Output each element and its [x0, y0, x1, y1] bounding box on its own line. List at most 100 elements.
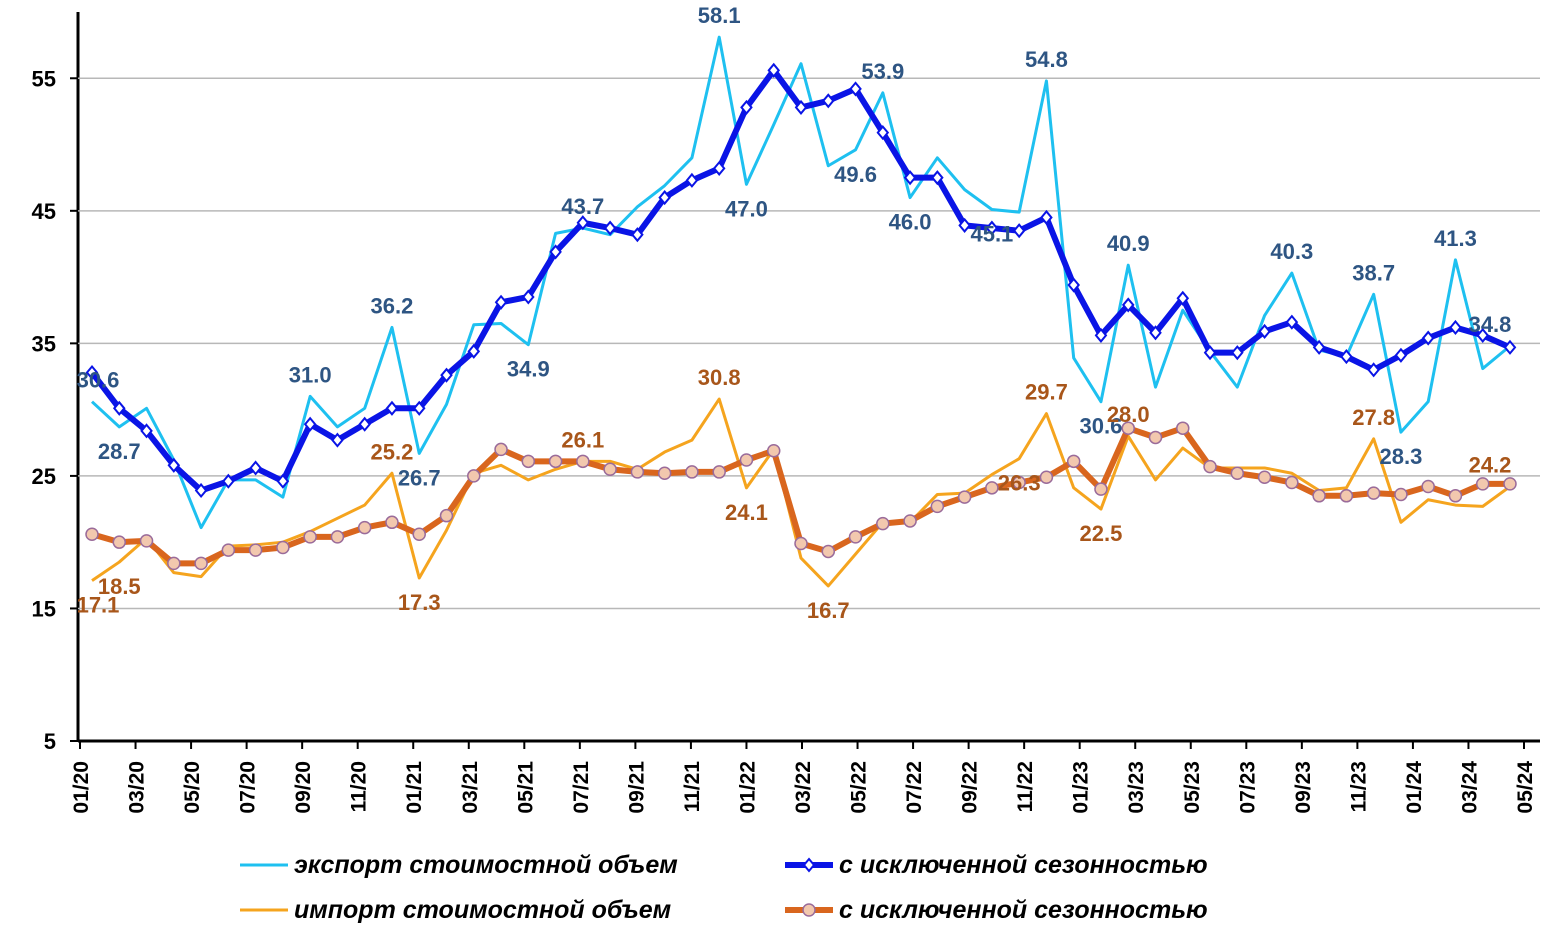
marker: [1448, 489, 1463, 503]
marker: [222, 473, 235, 489]
marker: [848, 530, 863, 544]
marker: [303, 530, 317, 544]
y-tick-label: 25: [32, 464, 56, 489]
x-tick-label: 01/21: [403, 761, 426, 814]
marker: [249, 460, 262, 476]
x-tick-label: 11/23: [1347, 761, 1370, 812]
marker: [1339, 489, 1354, 503]
data-label: 22.5: [1080, 521, 1123, 546]
marker: [1066, 454, 1081, 469]
marker: [603, 462, 617, 477]
marker: [167, 457, 181, 473]
marker: [1012, 223, 1026, 239]
legend-label: с исключенной сезонностью: [839, 851, 1208, 879]
marker: [631, 227, 644, 243]
marker: [985, 481, 999, 495]
x-tick-label: 05/24: [1514, 761, 1537, 814]
marker: [1149, 325, 1162, 341]
marker: [1257, 470, 1272, 484]
marker: [1012, 475, 1026, 490]
x-tick-label: 03/20: [126, 761, 149, 814]
data-label: 17.3: [398, 590, 441, 615]
marker: [385, 400, 399, 416]
y-tick-label: 45: [32, 199, 56, 224]
marker: [1121, 421, 1135, 435]
marker: [576, 454, 590, 469]
data-label: 28.3: [1380, 444, 1423, 469]
marker: [357, 520, 372, 535]
marker: [276, 540, 290, 555]
legend-marker: [802, 857, 816, 873]
data-label: 25.2: [371, 439, 414, 464]
marker: [658, 190, 671, 206]
data-label: 28.7: [98, 439, 141, 464]
marker: [821, 544, 836, 559]
marker: [112, 535, 127, 549]
marker: [685, 465, 699, 479]
marker: [1475, 477, 1490, 491]
data-label: 34.9: [507, 357, 550, 382]
data-label: 53.9: [861, 59, 904, 84]
x-tick-label: 05/21: [514, 761, 537, 814]
marker: [903, 170, 917, 186]
data-label: 24.1: [725, 500, 768, 525]
marker: [1203, 345, 1217, 361]
marker: [140, 423, 153, 439]
marker: [630, 465, 645, 479]
marker: [139, 534, 154, 548]
marker: [767, 62, 781, 78]
x-tick-label: 07/22: [903, 761, 926, 814]
marker: [1230, 466, 1245, 481]
data-label: 40.3: [1270, 239, 1313, 264]
data-label: 46.0: [889, 210, 932, 235]
x-tick-label: 05/23: [1181, 761, 1204, 814]
data-label: 30.6: [77, 368, 120, 393]
x-tick-label: 07/20: [237, 761, 260, 814]
data-label: 38.7: [1352, 260, 1395, 285]
data-label: 18.5: [98, 574, 141, 599]
series-line: [89, 67, 1512, 494]
x-tick-label: 03/22: [792, 761, 815, 814]
marker: [712, 160, 726, 176]
data-label: 36.2: [371, 293, 414, 318]
x-tick-label: 03/23: [1125, 761, 1148, 814]
marker: [440, 367, 453, 383]
marker: [1285, 475, 1299, 490]
marker: [739, 453, 754, 467]
x-tick-label: 01/23: [1070, 761, 1093, 814]
marker: [685, 172, 699, 188]
marker: [276, 473, 290, 489]
marker: [221, 543, 236, 557]
marker: [85, 527, 99, 541]
x-tick-label: 11/20: [348, 761, 371, 812]
marker: [1039, 470, 1054, 484]
data-label: 29.7: [1025, 380, 1068, 405]
marker: [794, 536, 808, 551]
series-line: [90, 35, 1511, 530]
marker: [1312, 339, 1326, 355]
x-tick-label: 03/21: [459, 761, 482, 814]
data-label: 26.3: [998, 471, 1041, 496]
marker: [330, 530, 345, 544]
marker: [1503, 339, 1517, 355]
marker: [522, 289, 535, 305]
legend-label: импорт стоимостной объем: [294, 896, 671, 924]
data-label: 41.3: [1434, 226, 1477, 251]
data-label: 26.1: [561, 427, 604, 452]
marker: [576, 215, 590, 231]
x-tick-label: 07/21: [570, 761, 593, 814]
x-tick-label: 03/24: [1458, 761, 1481, 814]
marker: [521, 454, 536, 469]
marker: [494, 442, 508, 457]
marker: [358, 416, 371, 432]
marker: [657, 466, 672, 481]
marker: [303, 416, 317, 432]
marker: [1176, 421, 1190, 435]
marker: [603, 220, 617, 236]
marker: [1421, 479, 1435, 494]
x-tick-label: 09/21: [625, 761, 648, 814]
marker: [1312, 489, 1326, 503]
x-tick-label: 01/22: [736, 761, 759, 814]
marker: [1476, 327, 1490, 343]
